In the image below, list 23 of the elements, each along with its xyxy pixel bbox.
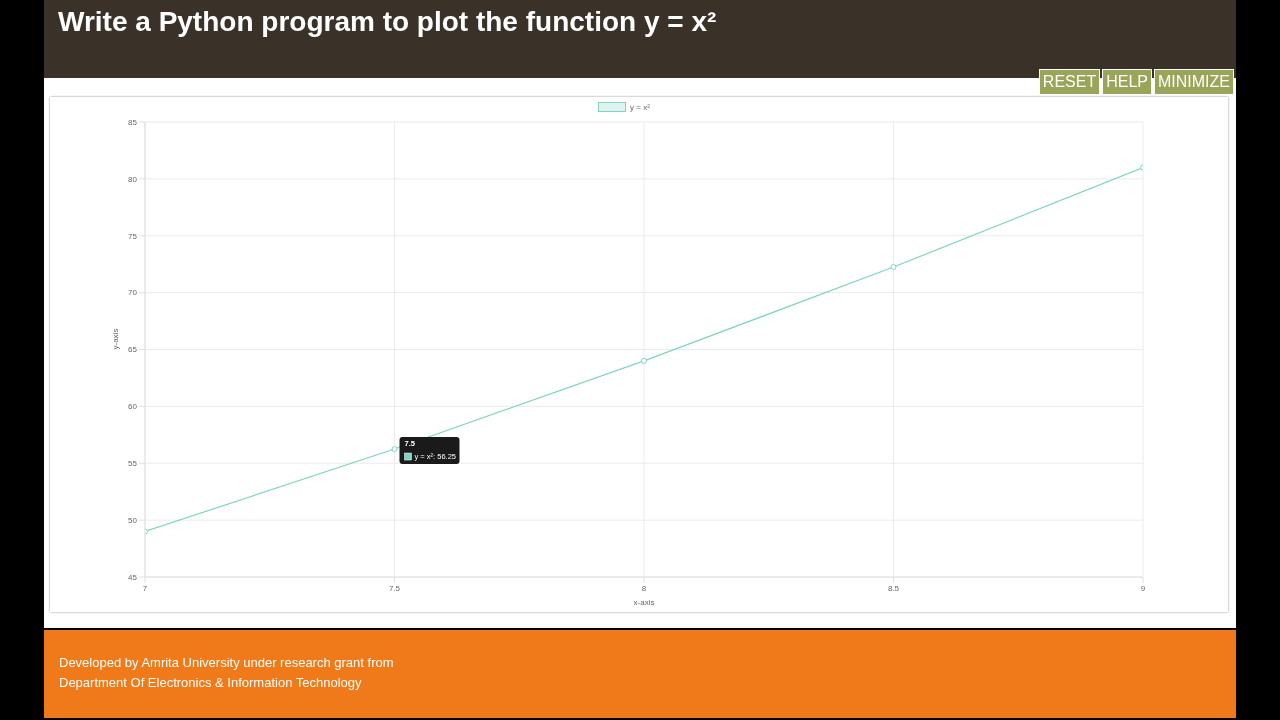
y-tick-label: 85 — [128, 117, 138, 127]
text: MINIMIZE — [1154, 69, 1234, 95]
x-tick-label: 8.5 — [887, 583, 900, 593]
text: RESET — [1038, 69, 1101, 95]
text: Developed by Amrita University under research grant from — [59, 655, 394, 670]
x-tick-label: 7.5 — [388, 583, 401, 593]
y-tick-label: 60 — [128, 402, 138, 412]
y-tick-label: 80 — [128, 174, 138, 184]
y-tick-label: 75 — [128, 231, 138, 241]
x-tick-label: 8 — [641, 583, 647, 593]
y-tick-label: 70 — [128, 288, 138, 298]
x-axis-title: x-axis — [633, 598, 655, 607]
y-axis-title: y-axis — [110, 328, 120, 350]
text: HELP — [1102, 69, 1152, 95]
y-tick-label: 55 — [128, 459, 138, 469]
x-tick-label: 9 — [1140, 583, 1146, 593]
chart-title: Write a Python program to plot the function y = x² — [58, 5, 718, 39]
y-tick-label: 50 — [128, 515, 138, 525]
y-tick-label: 45 — [128, 572, 138, 582]
y-tick-label: 65 — [128, 345, 138, 355]
legend-label: y = x² — [629, 102, 650, 112]
x-tick-label: 7 — [142, 583, 148, 593]
text: Department Of Electronics & Information Technology — [59, 675, 362, 690]
